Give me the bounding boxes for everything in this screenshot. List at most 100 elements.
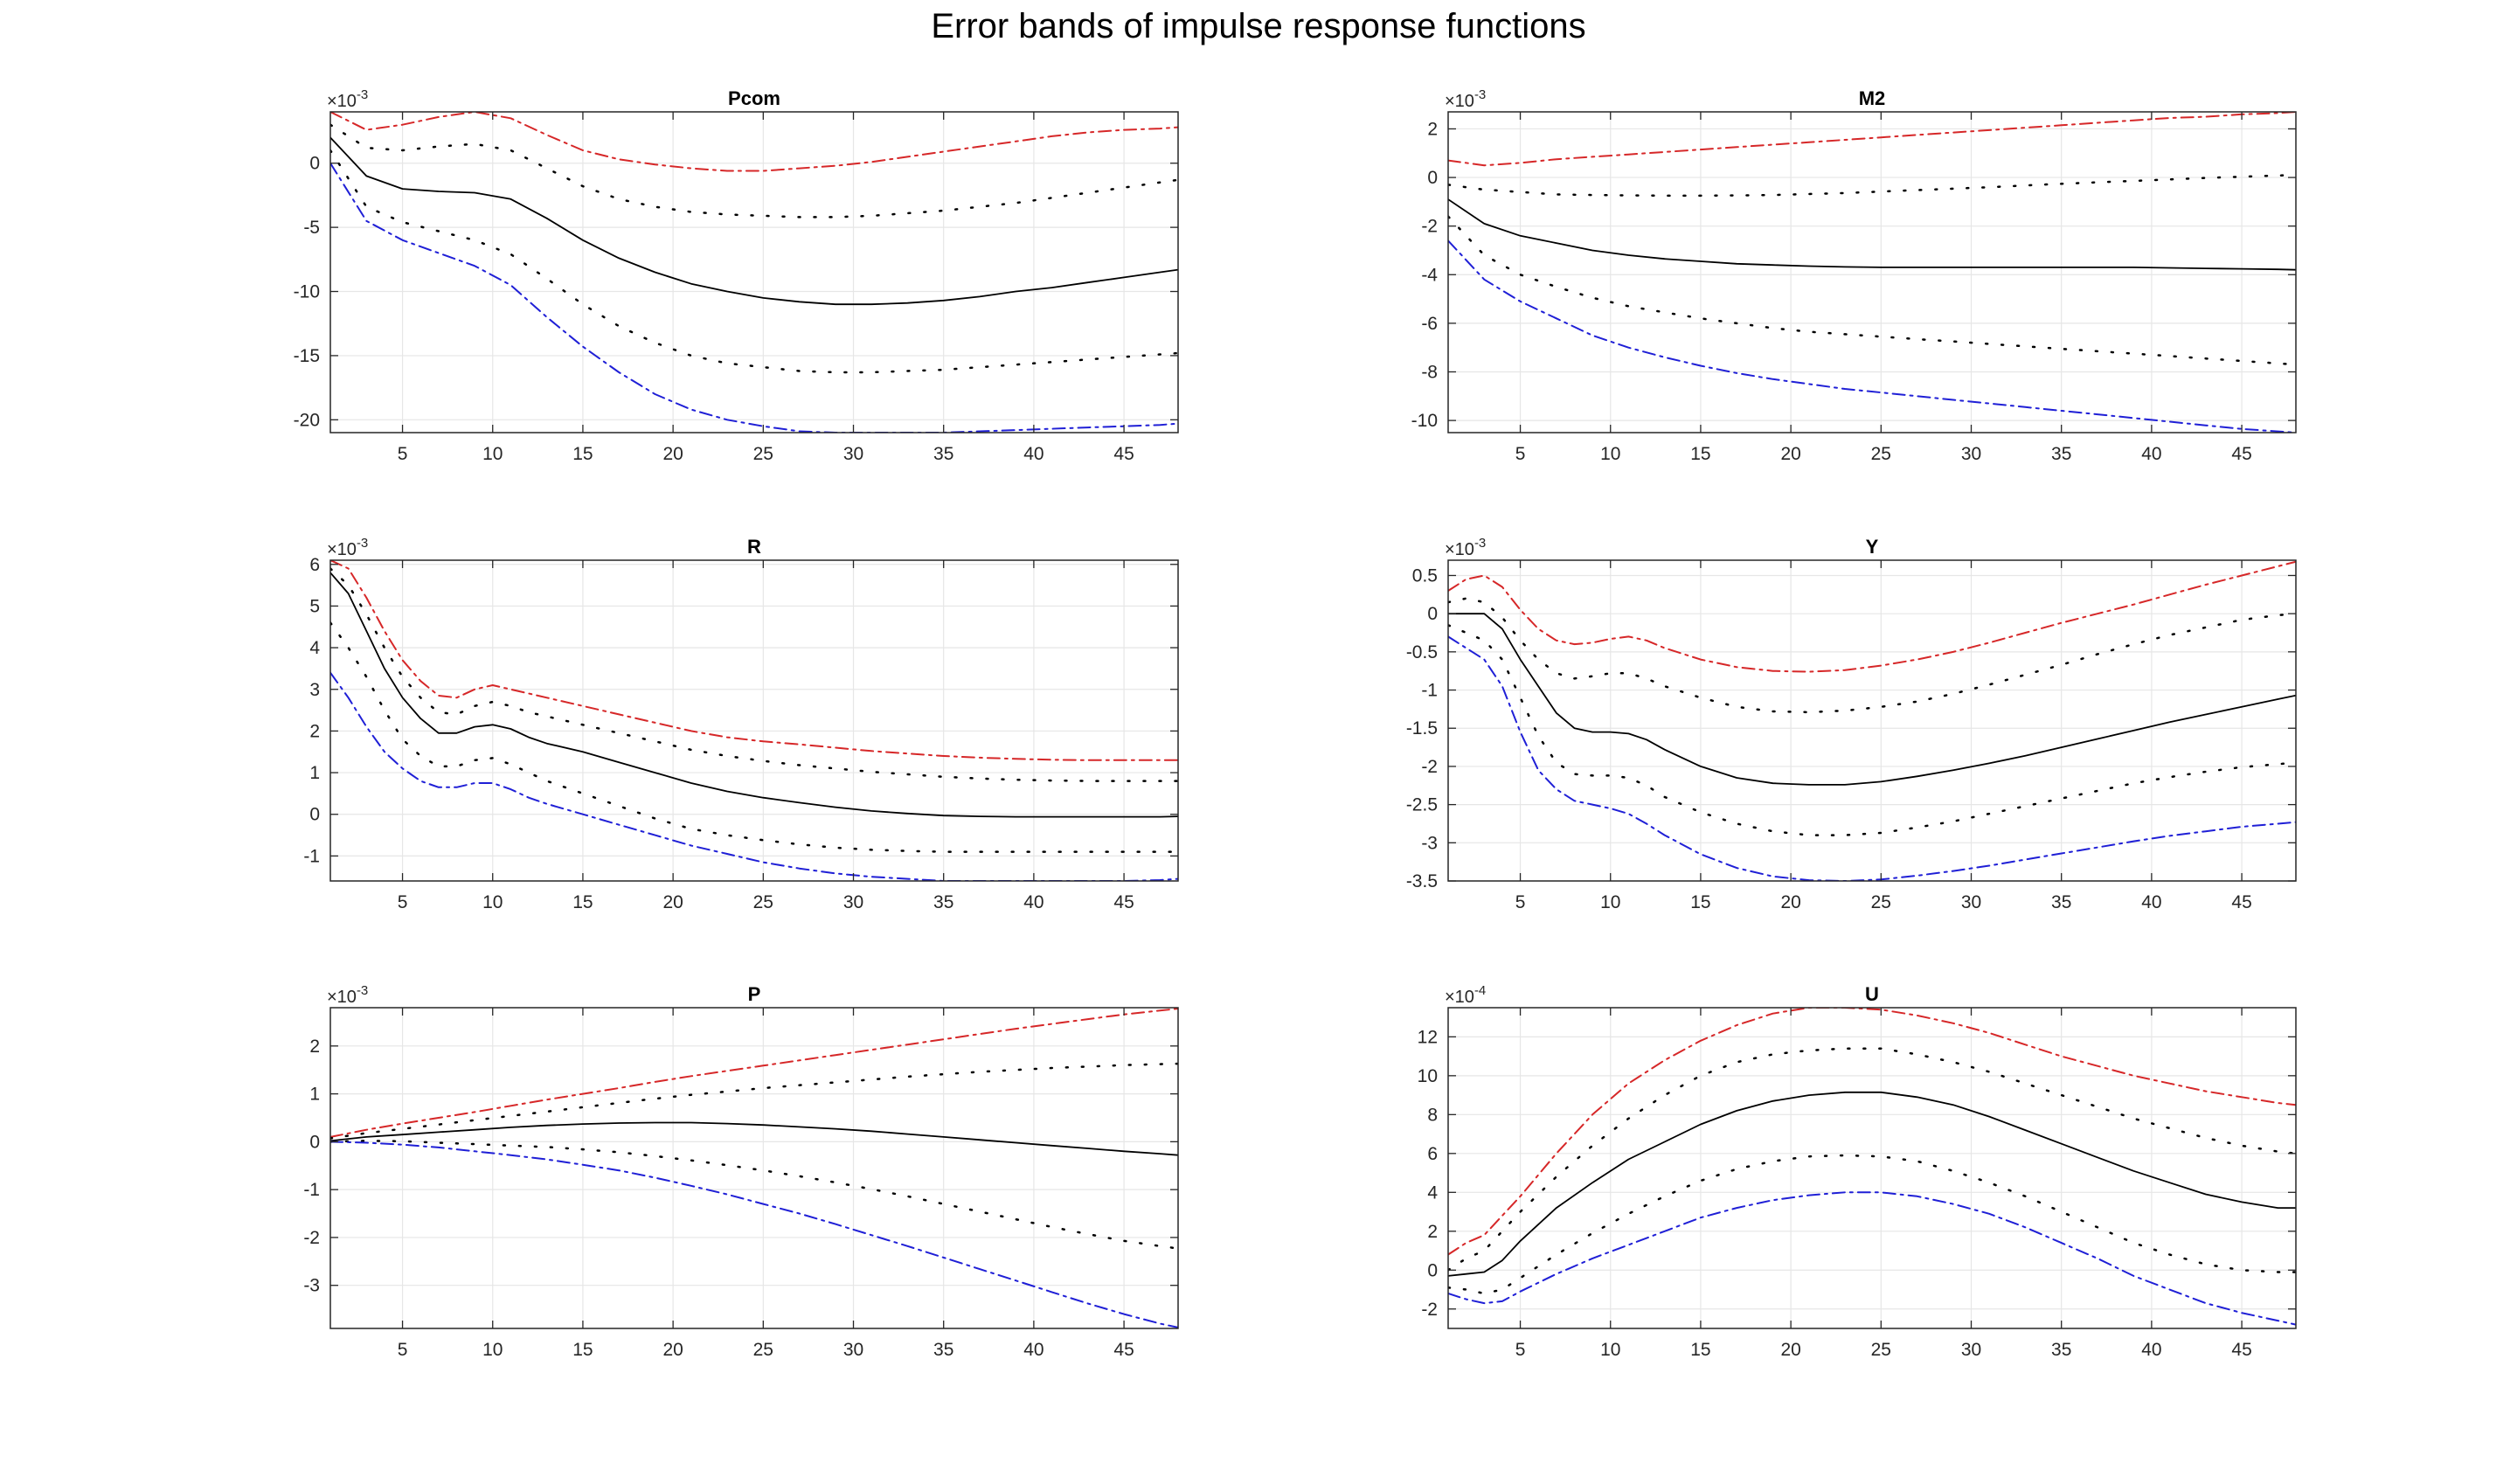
y-tick-label: -2 [303,1228,320,1248]
x-tick-label: 10 [1600,1340,1620,1360]
axes-box [329,111,1179,433]
axes-box [1447,559,2297,882]
axes-box [1447,111,2297,433]
axis-exponent-label: ×10-3 [327,983,368,1007]
series-line-inner-upper [1448,597,2296,714]
x-tick-label: 5 [398,1340,408,1360]
series-line-inner-lower [330,621,1178,853]
y-tick-label: 5 [309,596,320,616]
series-line-median [1448,1091,2296,1277]
x-tick-label: 40 [1023,1340,1044,1360]
series-line-median [330,572,1178,818]
x-tick-label: 15 [1690,444,1710,464]
series-line-lower [1448,1191,2296,1326]
series-line-upper [1448,1008,2296,1256]
y-tick-label: -2 [1421,757,1438,777]
axis-exponent-label: ×10-3 [1445,536,1486,559]
series-line-upper [330,1008,1178,1138]
series-line-lower [330,1141,1178,1328]
x-tick-label: 15 [572,1340,593,1360]
x-tick-label: 5 [1515,892,1526,912]
x-tick-label: 20 [662,1340,683,1360]
y-tick-label: -20 [294,410,320,430]
x-tick-label: 15 [572,892,593,912]
x-tick-label: 30 [1961,1340,1981,1360]
y-tick-label: 0 [1427,1260,1438,1280]
x-tick-label: 15 [1690,892,1710,912]
x-tick-label: 5 [398,444,408,464]
x-tick-label: 40 [2141,444,2161,464]
y-tick-label: -15 [294,346,320,366]
y-tick-label: -4 [1421,265,1438,285]
x-tick-label: 20 [662,444,683,464]
panel-pcom: 5 10 15 20 25 30 35 40 45 0 -5 -10 -15 -20 ×10-3 Pcom [294,87,1179,464]
series-line-median [1448,613,2296,786]
x-tick-label: 5 [1515,1340,1526,1360]
x-tick-label: 30 [843,1340,863,1360]
series-line-inner-upper [330,1062,1178,1140]
x-tick-label: 20 [1780,892,1800,912]
series-line-median [1448,198,2296,271]
panel-title: R [747,536,761,558]
panel-y: 5 10 15 20 25 30 35 40 45 0.5 0 -0.5 -1 -1.5 -2 -2.5 -3 -… [1406,536,2297,912]
series-line-inner-lower [330,1140,1178,1250]
x-tick-label: 35 [933,444,953,464]
y-tick-label: 4 [309,638,320,658]
x-tick-label: 10 [1600,892,1620,912]
y-tick-label: 3 [309,680,320,700]
x-tick-label: 10 [482,892,503,912]
x-tick-label: 45 [2231,444,2251,464]
x-tick-label: 10 [482,444,503,464]
axis-exponent-label: ×10-3 [327,87,368,111]
x-tick-label: 40 [1023,892,1044,912]
axes-box [329,559,1179,882]
x-tick-label: 25 [1871,1340,1891,1360]
plot-area [1448,1008,2296,1328]
y-tick-label: -6 [1421,314,1438,334]
series-group [330,560,1178,881]
x-tick-label: 15 [572,444,593,464]
x-tick-label: 25 [1871,444,1891,464]
x-tick-label: 45 [2231,892,2251,912]
x-tick-label: 30 [843,444,863,464]
series-line-upper [1448,560,2296,673]
y-tick-label: 8 [1427,1105,1438,1125]
x-tick-label: 20 [662,892,683,912]
plot-area [1448,560,2296,881]
series-line-median [330,1121,1178,1156]
series-line-lower [1448,635,2296,881]
x-tick-label: 35 [933,892,953,912]
y-tick-label: -0.5 [1406,642,1438,662]
y-tick-label: -3 [1421,833,1438,853]
y-tick-label: 2 [309,721,320,741]
panel-title: M2 [1859,87,1886,109]
x-tick-label: 5 [398,892,408,912]
y-tick-label: 0 [309,154,320,174]
y-tick-label: -2.5 [1406,795,1438,815]
x-tick-label: 25 [753,444,773,464]
x-tick-label: 35 [2051,1340,2071,1360]
x-tick-label: 40 [2141,892,2161,912]
x-tick-label: 45 [1113,892,1134,912]
axes-box [329,1007,1179,1329]
plot-area [1448,112,2296,433]
y-tick-label: -1 [303,846,320,866]
y-tick-label: 2 [1427,1222,1438,1242]
series-line-upper [330,560,1178,761]
y-tick-label: 4 [1427,1182,1438,1203]
y-tick-label: -2 [1421,217,1438,237]
axis-exponent-label: ×10-4 [1445,983,1486,1007]
series-group [1448,560,2296,881]
x-tick-label: 30 [1961,892,1981,912]
y-tick-label: 2 [1427,119,1438,139]
y-tick-label: -2 [1421,1300,1438,1320]
x-tick-label: 40 [1023,444,1044,464]
series-line-inner-upper [1448,1047,2296,1272]
x-tick-label: 30 [1961,444,1981,464]
y-tick-label: 0 [309,805,320,825]
series-line-median [330,136,1178,306]
